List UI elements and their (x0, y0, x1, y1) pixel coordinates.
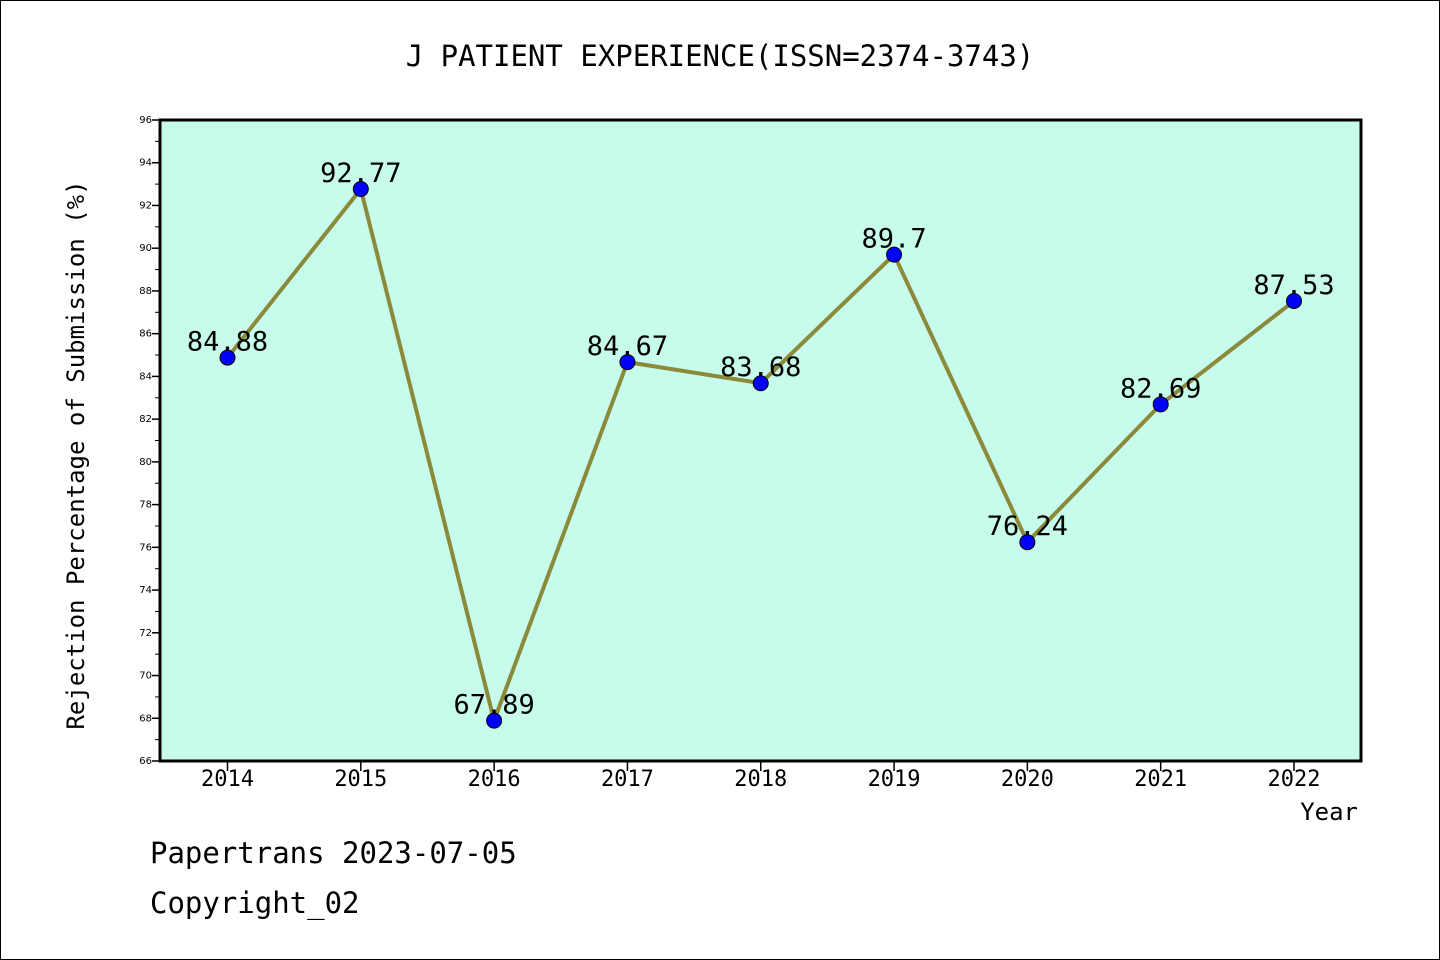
y-tick-label: 68 (139, 713, 152, 724)
y-tick-label: 84 (139, 371, 152, 382)
x-tick-label: 2022 (1268, 767, 1321, 792)
y-tick-label: 70 (139, 671, 152, 682)
data-label-2020: 76.24 (987, 511, 1068, 542)
data-markers (219, 181, 1302, 729)
y-tick-label: 74 (139, 585, 152, 596)
x-tick-label: 2018 (734, 767, 787, 792)
chart-title: J PATIENT EXPERIENCE(ISSN=2374-3743) (406, 39, 1035, 73)
x-axis: 2014 2015 2016 2017 2018 2019 2020 2021 2022 (201, 761, 1320, 792)
data-label-2019: 89.7 (862, 224, 927, 255)
x-tick-label: 2020 (1001, 767, 1054, 792)
data-point-2020 (1019, 534, 1036, 551)
data-labels: 84.88 92.77 67.89 84.67 83.68 89.7 76.24 82.69 8… (187, 158, 1335, 721)
y-tick-label: 86 (139, 329, 152, 340)
y-axis-label: Rejection Percentage of Submission (%) (62, 180, 90, 729)
y-tick-label: 92 (139, 200, 152, 211)
x-tick-label: 2017 (601, 767, 654, 792)
data-label-2017: 84.67 (587, 331, 668, 362)
data-point-2017 (619, 354, 636, 371)
data-point-2021 (1152, 396, 1169, 413)
data-label-2014: 84.88 (187, 327, 268, 358)
data-point-2014 (219, 349, 236, 366)
data-point-2016 (486, 712, 503, 729)
y-tick-label: 72 (139, 628, 152, 639)
x-tick-label: 2019 (868, 767, 921, 792)
x-tick-label: 2016 (468, 767, 521, 792)
data-label-2015: 92.77 (320, 158, 401, 189)
y-tick-label: 66 (139, 756, 152, 767)
footer-copyright: Copyright_02 (150, 886, 360, 920)
data-label-2016: 67.89 (453, 690, 534, 721)
data-point-2018 (752, 375, 769, 392)
y-tick-label: 80 (139, 457, 152, 468)
data-point-2019 (886, 246, 903, 263)
y-axis: 66 68 70 72 74 76 78 80 82 84 86 88 90 92 94 96 (139, 115, 160, 767)
y-tick-label: 78 (139, 500, 152, 511)
x-tick-label: 2021 (1134, 767, 1187, 792)
plot-area (158, 118, 1363, 763)
data-point-2022 (1286, 292, 1302, 309)
footer-source: Papertrans 2023-07-05 (150, 836, 517, 870)
y-tick-label: 76 (139, 542, 152, 553)
data-label-2022: 87.53 (1253, 270, 1334, 301)
y-tick-label: 82 (139, 414, 152, 425)
x-tick-label: 2014 (201, 767, 254, 792)
y-tick-label: 94 (139, 158, 152, 169)
x-axis-label: Year (1300, 798, 1358, 826)
y-tick-label: 88 (139, 286, 152, 297)
y-tick-label: 96 (139, 115, 152, 126)
data-label-2021: 82.69 (1120, 373, 1201, 404)
x-tick-label: 2015 (334, 767, 387, 792)
data-label-2018: 83.68 (720, 352, 801, 383)
y-tick-label: 90 (139, 243, 152, 254)
data-point-2015 (352, 181, 369, 198)
